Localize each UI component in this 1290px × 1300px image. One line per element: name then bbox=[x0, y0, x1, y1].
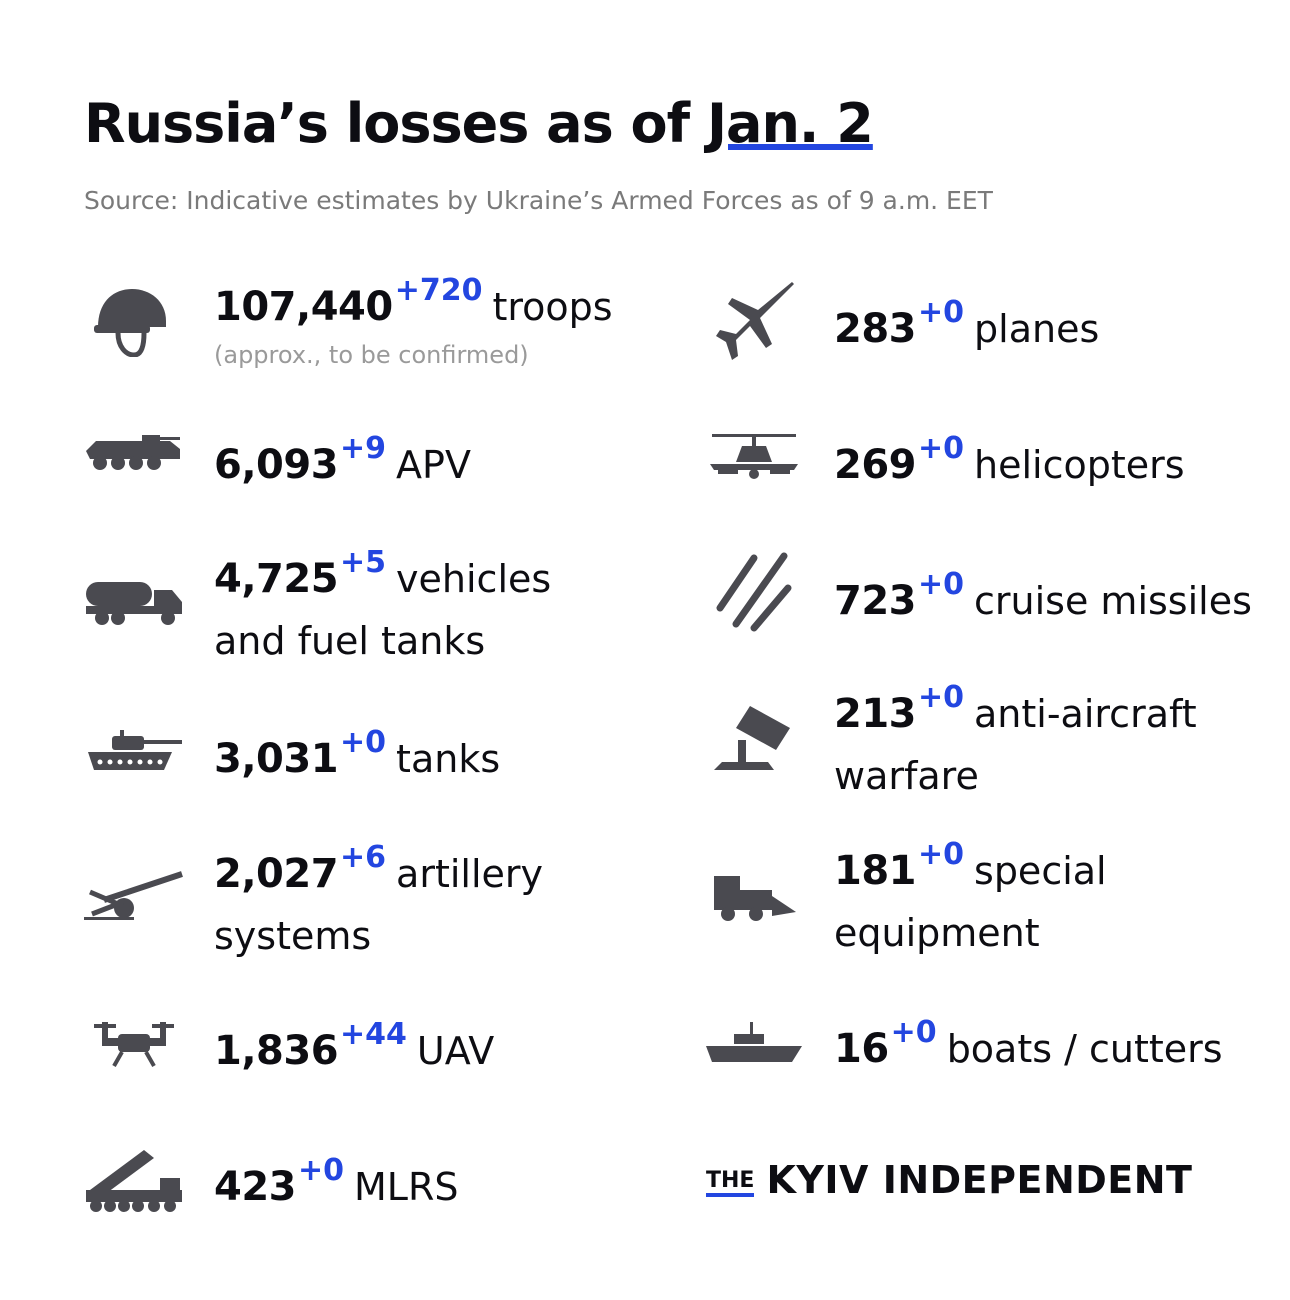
mlrs-delta: +0 bbox=[298, 1153, 345, 1188]
mlrs-value: 423 bbox=[214, 1164, 297, 1210]
boats-delta: +0 bbox=[890, 1015, 937, 1050]
helmet-icon bbox=[94, 287, 170, 357]
anti-aircraft-label: anti-aircraft bbox=[974, 692, 1197, 736]
loader-icon bbox=[710, 866, 800, 922]
tanks-value: 3,031 bbox=[214, 736, 339, 782]
troops-value: 107,440 bbox=[214, 284, 393, 330]
artillery-value: 2,027 bbox=[214, 851, 339, 897]
special-label-2: equipment bbox=[834, 911, 1040, 955]
tanks-label: tanks bbox=[396, 737, 501, 781]
helicopters-delta: +0 bbox=[918, 431, 965, 466]
apv-delta: +9 bbox=[340, 431, 387, 466]
troops-note: (approx., to be confirmed) bbox=[214, 341, 529, 369]
warship-icon bbox=[704, 1020, 804, 1066]
missiles-value: 723 bbox=[834, 578, 917, 624]
apv-icon bbox=[84, 433, 184, 473]
planes-value: 283 bbox=[834, 306, 917, 352]
special-delta: +0 bbox=[918, 837, 965, 872]
mlrs-label: MLRS bbox=[354, 1165, 459, 1209]
apv-label: APV bbox=[396, 443, 471, 487]
uav-label: UAV bbox=[416, 1029, 495, 1073]
logo-the: THE bbox=[706, 1168, 755, 1197]
special-value: 181 bbox=[834, 848, 917, 894]
apv-value: 6,093 bbox=[214, 442, 339, 488]
missiles-icon bbox=[714, 552, 794, 632]
uav-delta: +44 bbox=[340, 1017, 407, 1052]
drone-icon bbox=[92, 1020, 176, 1070]
boats-value: 16 bbox=[834, 1026, 889, 1072]
planes-delta: +0 bbox=[918, 295, 965, 330]
uav-value: 1,836 bbox=[214, 1028, 339, 1074]
brand-logo: THE KYIV INDEPENDENT bbox=[706, 1158, 1192, 1202]
vehicles-value: 4,725 bbox=[214, 556, 339, 602]
helicopters-value: 269 bbox=[834, 442, 917, 488]
artillery-delta: +6 bbox=[340, 840, 387, 875]
artillery-icon bbox=[84, 870, 184, 922]
vehicles-label: vehicles bbox=[396, 557, 552, 601]
artillery-label-2: systems bbox=[214, 914, 372, 958]
troops-delta: +720 bbox=[394, 273, 483, 308]
fuel-truck-icon bbox=[84, 576, 184, 626]
source-note: Source: Indicative estimates by Ukraine’… bbox=[84, 186, 993, 215]
tank-icon bbox=[84, 728, 184, 774]
missiles-label: cruise missiles bbox=[974, 579, 1252, 623]
anti-aircraft-delta: +0 bbox=[918, 680, 965, 715]
anti-aircraft-icon bbox=[710, 700, 800, 774]
missiles-delta: +0 bbox=[918, 567, 965, 602]
helicopters-label: helicopters bbox=[974, 443, 1185, 487]
special-label: special bbox=[974, 849, 1107, 893]
anti-aircraft-label-2: warfare bbox=[834, 754, 979, 798]
troops-label: troops bbox=[492, 285, 613, 329]
title-date: Jan. 2 bbox=[706, 92, 874, 155]
helicopter-icon bbox=[708, 430, 800, 480]
mlrs-icon bbox=[84, 1146, 184, 1216]
page-title: Russia’s losses as of Jan. 2 bbox=[84, 92, 874, 155]
plane-icon bbox=[714, 282, 796, 362]
anti-aircraft-value: 213 bbox=[834, 691, 917, 737]
title-prefix: Russia’s losses as of bbox=[84, 92, 707, 155]
vehicles-label-2: and fuel tanks bbox=[214, 619, 486, 663]
artillery-label: artillery bbox=[396, 852, 544, 896]
boats-label: boats / cutters bbox=[946, 1027, 1223, 1071]
planes-label: planes bbox=[974, 307, 1100, 351]
tanks-delta: +0 bbox=[340, 725, 387, 760]
logo-name: KYIV INDEPENDENT bbox=[766, 1158, 1193, 1202]
vehicles-delta: +5 bbox=[340, 545, 387, 580]
